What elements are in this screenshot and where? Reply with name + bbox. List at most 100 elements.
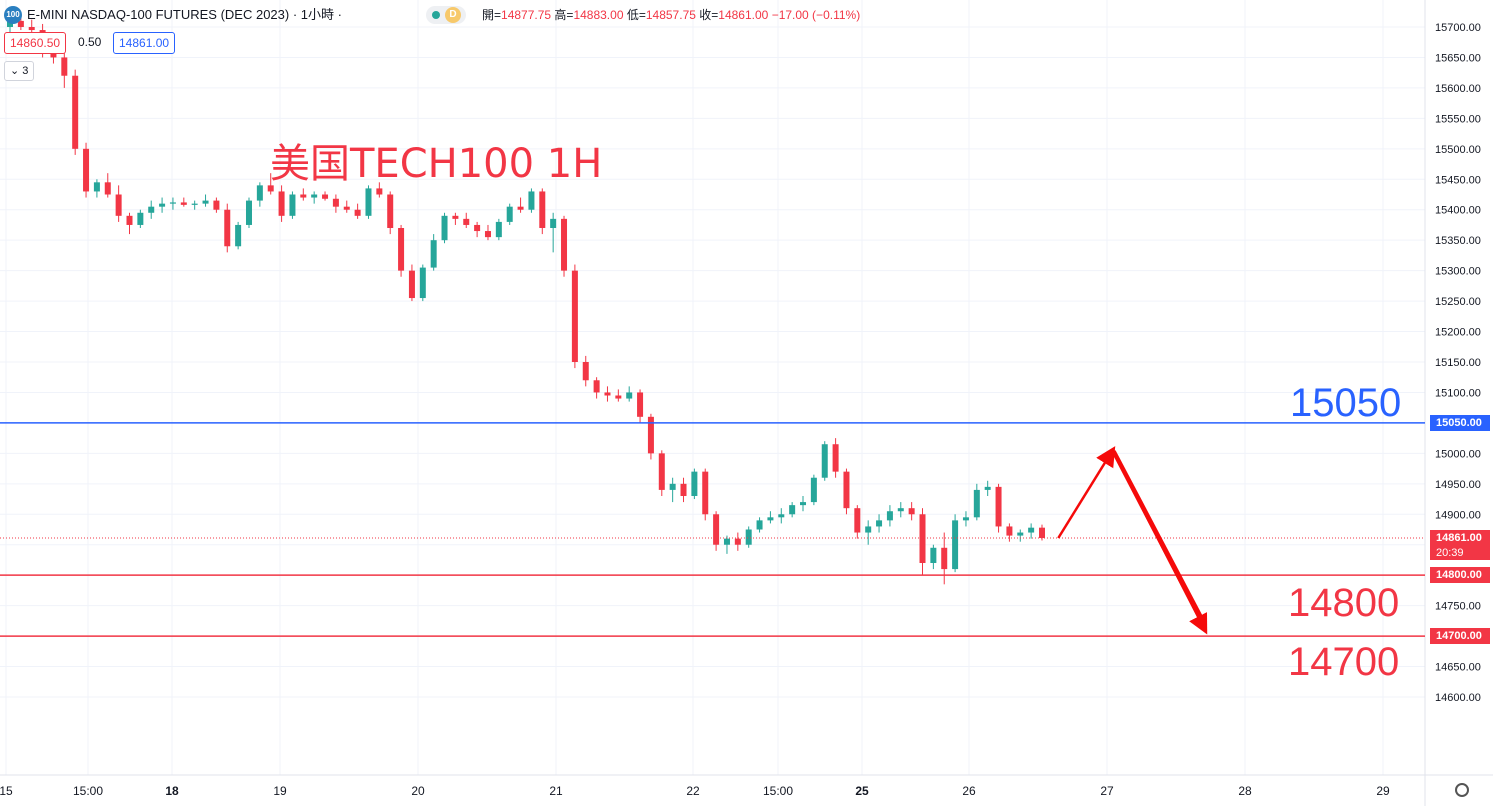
candle-body bbox=[539, 191, 546, 228]
open-label: 開= bbox=[482, 8, 502, 22]
close-value: 14861.00 bbox=[718, 8, 769, 22]
spread-value: 0.50 bbox=[78, 35, 102, 49]
candle-body bbox=[245, 200, 252, 225]
candle-body bbox=[159, 203, 166, 207]
level-price-tag: 15050.00 bbox=[1430, 414, 1490, 431]
candle-body bbox=[691, 471, 698, 496]
buy-button[interactable]: 14861.00 bbox=[113, 32, 176, 54]
candle-body bbox=[235, 224, 242, 247]
x-tick-label: 18 bbox=[165, 784, 179, 798]
candle-body bbox=[800, 502, 807, 506]
candle-body bbox=[952, 520, 959, 570]
candle-body bbox=[637, 392, 644, 417]
chart-header: 100 E-MINI NASDAQ-100 FUTURES (DEC 2023)… bbox=[0, 0, 1420, 30]
level-price-tag: 14700.00 bbox=[1430, 628, 1490, 645]
candle-body bbox=[789, 505, 796, 515]
x-tick-label: 15:00 bbox=[73, 784, 103, 798]
candle-body bbox=[680, 483, 687, 496]
candle-body bbox=[191, 203, 198, 205]
low-label: 低= bbox=[626, 8, 646, 22]
x-tick-label: 29 bbox=[1376, 784, 1390, 798]
y-tick-label: 15450.00 bbox=[1435, 174, 1481, 186]
candle-body bbox=[126, 215, 133, 225]
candle-body bbox=[398, 228, 405, 271]
candle-body bbox=[1039, 527, 1045, 539]
candle-body bbox=[550, 218, 557, 228]
symbol-logo-icon: 100 bbox=[4, 6, 22, 24]
x-tick-label: 25 bbox=[855, 784, 869, 798]
candle-body bbox=[995, 486, 1002, 527]
candle-body bbox=[713, 514, 720, 545]
level-label: 15050 bbox=[1290, 380, 1402, 425]
candle-body bbox=[832, 444, 839, 472]
candle-body bbox=[495, 221, 502, 238]
high-value: 14883.00 bbox=[573, 8, 624, 22]
candle-body bbox=[224, 209, 231, 247]
x-tick-label: 19 bbox=[273, 784, 287, 798]
candle-body bbox=[430, 240, 437, 268]
x-tick-label: 22 bbox=[686, 784, 700, 798]
candle-body bbox=[506, 206, 513, 222]
candle-body bbox=[311, 194, 318, 198]
candle-body bbox=[941, 547, 948, 570]
candle-body bbox=[322, 194, 329, 199]
candle-body bbox=[517, 206, 524, 210]
y-tick-label: 15650.00 bbox=[1435, 52, 1481, 64]
candle-body bbox=[452, 215, 459, 219]
candle-body bbox=[615, 395, 622, 399]
candle-body bbox=[582, 362, 589, 381]
candle-body bbox=[528, 191, 535, 210]
candle-body bbox=[169, 202, 176, 204]
candle-body bbox=[463, 218, 470, 225]
sell-button[interactable]: 14860.50 bbox=[4, 32, 67, 54]
chart-title: 美国TECH100 1H bbox=[270, 141, 603, 187]
candle-body bbox=[756, 520, 763, 530]
candle-body bbox=[821, 444, 828, 478]
y-tick-label: 15000.00 bbox=[1435, 448, 1481, 460]
candle-body bbox=[984, 486, 991, 490]
candle-body bbox=[300, 194, 307, 198]
y-tick-label: 15100.00 bbox=[1435, 387, 1481, 399]
last-price-tag: 14861.00 bbox=[1430, 530, 1490, 547]
x-tick-label: 21 bbox=[549, 784, 563, 798]
candle-body bbox=[973, 489, 980, 518]
close-label: 收= bbox=[699, 8, 719, 22]
y-tick-label: 15200.00 bbox=[1435, 327, 1481, 339]
candle-body bbox=[1006, 526, 1013, 536]
candle-body bbox=[810, 477, 817, 503]
candle-body bbox=[256, 185, 263, 201]
indicators-count: 3 bbox=[22, 65, 29, 77]
y-tick-label: 15550.00 bbox=[1435, 113, 1481, 125]
x-tick-label: 20 bbox=[411, 784, 425, 798]
y-tick-label: 15300.00 bbox=[1435, 266, 1481, 278]
candle-body bbox=[626, 392, 633, 399]
candle-body bbox=[854, 508, 861, 533]
candle-body bbox=[930, 547, 937, 563]
gear-icon[interactable] bbox=[1455, 783, 1469, 797]
candle-body bbox=[604, 392, 611, 396]
y-tick-label: 14750.00 bbox=[1435, 601, 1481, 613]
candle-body bbox=[72, 75, 79, 149]
x-tick-label: 27 bbox=[1100, 784, 1114, 798]
y-tick-label: 14950.00 bbox=[1435, 479, 1481, 491]
candle-body bbox=[441, 215, 448, 241]
market-open-icon bbox=[432, 11, 440, 19]
candle-body bbox=[1017, 532, 1024, 536]
chevron-down-icon: ⌄ bbox=[10, 65, 23, 77]
candle-body bbox=[343, 206, 350, 210]
candle-body bbox=[115, 194, 122, 216]
candle-body bbox=[278, 191, 285, 216]
candle-body bbox=[376, 188, 383, 195]
indicators-collapse-button[interactable]: ⌄ 3 bbox=[4, 61, 35, 81]
candle-body bbox=[484, 231, 491, 238]
level-label: 14800 bbox=[1288, 581, 1400, 626]
candle-body bbox=[332, 198, 339, 207]
candle-body bbox=[180, 202, 187, 205]
candle-body bbox=[61, 57, 68, 76]
candle-body bbox=[7, 20, 13, 27]
candle-body bbox=[1028, 527, 1035, 533]
level-price-tag: 14800.00 bbox=[1430, 567, 1490, 584]
y-tick-label: 15500.00 bbox=[1435, 144, 1481, 156]
symbol-title[interactable]: E-MINI NASDAQ-100 FUTURES (DEC 2023) · 1… bbox=[27, 7, 342, 22]
